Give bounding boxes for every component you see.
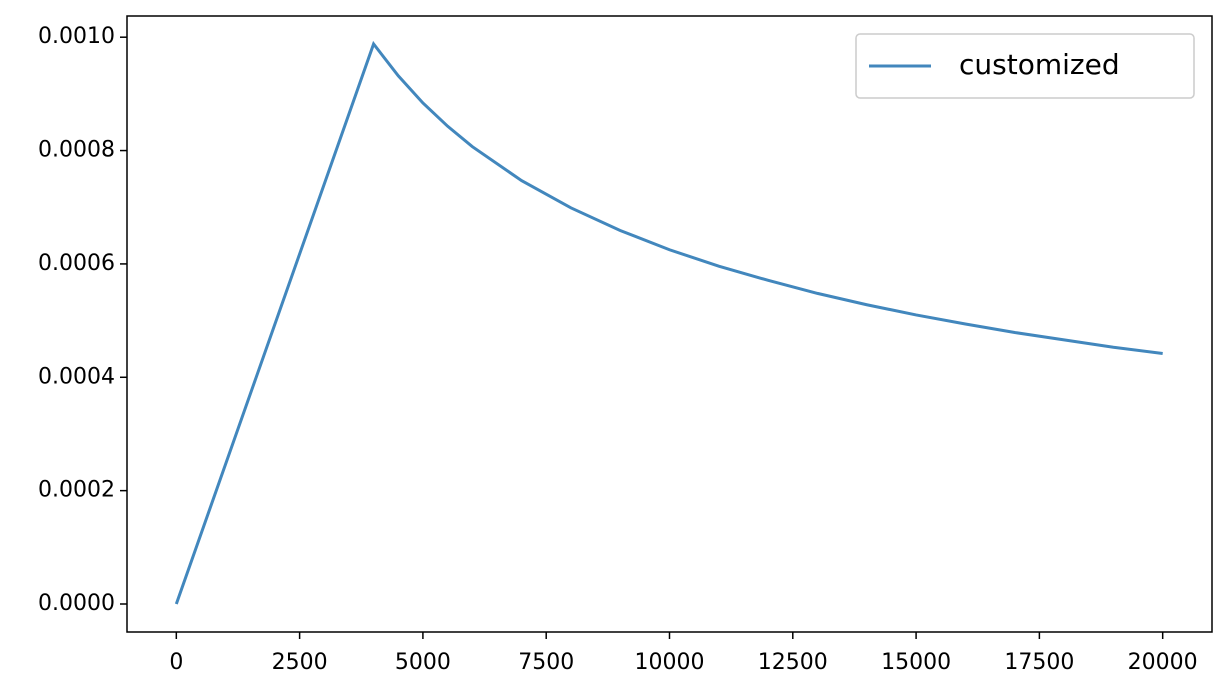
x-tick-label: 2500	[272, 650, 328, 675]
x-tick-label: 20000	[1128, 650, 1198, 675]
legend-label: customized	[959, 48, 1120, 81]
x-tick-label: 15000	[881, 650, 951, 675]
x-tick-label: 12500	[758, 650, 828, 675]
x-tick-label: 17500	[1004, 650, 1074, 675]
legend: customized	[855, 33, 1195, 99]
y-tick-label: 0.0006	[38, 251, 115, 276]
y-tick-label: 0.0000	[38, 591, 115, 616]
y-tick-label: 0.0002	[38, 478, 115, 503]
x-tick-label: 7500	[518, 650, 574, 675]
x-tick-label: 10000	[635, 650, 705, 675]
x-tick-label: 5000	[395, 650, 451, 675]
series-line	[174, 40, 1163, 605]
y-tick-label: 0.0010	[38, 24, 115, 49]
plot-frame	[126, 15, 1213, 633]
x-tick-label: 0	[169, 650, 183, 675]
y-tick-label: 0.0008	[38, 138, 115, 163]
legend-box	[855, 33, 1195, 99]
y-tick-label: 0.0004	[38, 364, 115, 389]
